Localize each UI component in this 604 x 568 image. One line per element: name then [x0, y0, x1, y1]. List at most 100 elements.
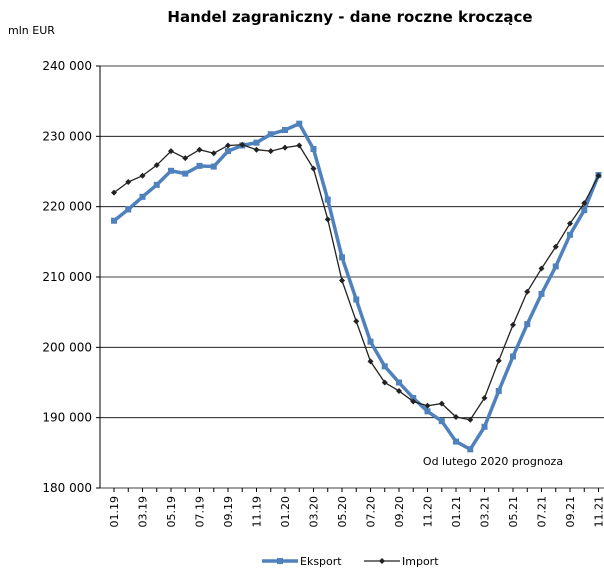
y-tick-label: 230 000	[42, 129, 92, 143]
marker	[538, 290, 545, 297]
marker	[396, 379, 402, 386]
marker	[353, 318, 360, 325]
marker	[595, 172, 602, 179]
x-tick-label: 05.19	[165, 496, 178, 528]
marker	[467, 446, 474, 453]
x-tick-label: 05.21	[507, 496, 520, 528]
marker	[481, 394, 488, 401]
marker	[267, 131, 274, 138]
marker	[153, 181, 160, 188]
legend-label: Import	[402, 555, 439, 568]
marker	[210, 150, 217, 157]
annotation: Od lutego 2020 prognoza	[423, 455, 563, 468]
marker	[253, 139, 260, 146]
marker	[310, 145, 317, 152]
marker	[339, 254, 345, 261]
marker	[196, 146, 203, 153]
x-tick-label: 05.20	[336, 496, 349, 528]
marker	[111, 217, 117, 224]
marker	[139, 172, 146, 179]
y-tick-label: 190 000	[42, 411, 92, 425]
marker	[239, 141, 246, 148]
marker	[381, 363, 388, 370]
marker	[225, 148, 231, 155]
legend-marker	[379, 558, 385, 564]
marker	[324, 196, 331, 203]
marker	[168, 167, 174, 174]
marker	[567, 231, 573, 238]
marker	[267, 148, 274, 155]
y-tick-label: 240 000	[42, 59, 92, 73]
marker	[381, 379, 388, 386]
y-tick-label: 220 000	[42, 200, 92, 214]
x-tick-label: 03.19	[137, 496, 150, 528]
y-tick-label: 200 000	[42, 340, 92, 354]
marker	[125, 206, 132, 213]
marker	[367, 338, 374, 345]
marker	[410, 394, 417, 401]
marker	[182, 155, 189, 162]
marker	[153, 162, 160, 169]
x-tick-label: 07.20	[365, 496, 378, 528]
series-line	[113, 144, 600, 421]
x-tick-label: 11.20	[422, 496, 435, 528]
marker	[310, 165, 317, 172]
marker	[567, 220, 573, 227]
marker	[467, 416, 474, 423]
x-tick-label: 07.19	[194, 496, 207, 528]
x-tick-label: 07.21	[536, 496, 549, 528]
marker	[196, 162, 203, 169]
marker	[538, 265, 545, 272]
x-tick-label: 03.20	[308, 496, 321, 528]
x-tick-label: 11.19	[251, 496, 264, 528]
marker	[353, 296, 360, 303]
marker	[125, 179, 132, 186]
marker	[581, 207, 588, 214]
marker	[424, 408, 431, 415]
chart-title: Handel zagraniczny - dane roczne krocząc…	[167, 8, 532, 26]
marker	[510, 321, 516, 328]
marker	[495, 387, 502, 394]
y-tick-label: 210 000	[42, 270, 92, 284]
marker	[552, 263, 559, 270]
marker	[424, 402, 431, 409]
marker	[282, 144, 288, 151]
marker	[524, 288, 531, 295]
x-tick-label: 09.20	[393, 496, 406, 528]
legend-label: Eksport	[300, 555, 342, 568]
x-tick-label: 11.21	[593, 496, 604, 528]
marker	[253, 146, 260, 153]
marker	[182, 170, 189, 177]
marker	[581, 200, 588, 207]
marker	[324, 216, 331, 223]
marker	[367, 358, 374, 365]
x-tick-label: 09.19	[222, 496, 235, 528]
marker	[139, 193, 146, 200]
marker	[282, 127, 288, 134]
marker	[552, 243, 559, 250]
marker	[225, 142, 231, 149]
marker	[438, 400, 445, 407]
marker	[410, 398, 417, 405]
marker	[396, 387, 402, 394]
x-tick-label: 09.21	[564, 496, 577, 528]
marker	[339, 277, 345, 284]
legend-marker	[277, 558, 283, 564]
marker	[524, 321, 531, 328]
y-axis-label: mln EUR	[8, 24, 55, 37]
marker	[210, 163, 217, 170]
y-tick-label: 180 000	[42, 481, 92, 495]
x-tick-label: 01.21	[450, 496, 463, 528]
marker	[495, 357, 502, 364]
marker	[453, 413, 459, 420]
marker	[481, 423, 488, 430]
marker	[168, 148, 174, 155]
x-tick-label: 01.20	[279, 496, 292, 528]
marker	[296, 142, 303, 149]
marker	[510, 353, 516, 360]
marker	[453, 438, 459, 445]
marker	[111, 189, 117, 196]
marker	[438, 418, 445, 425]
marker	[296, 120, 303, 127]
